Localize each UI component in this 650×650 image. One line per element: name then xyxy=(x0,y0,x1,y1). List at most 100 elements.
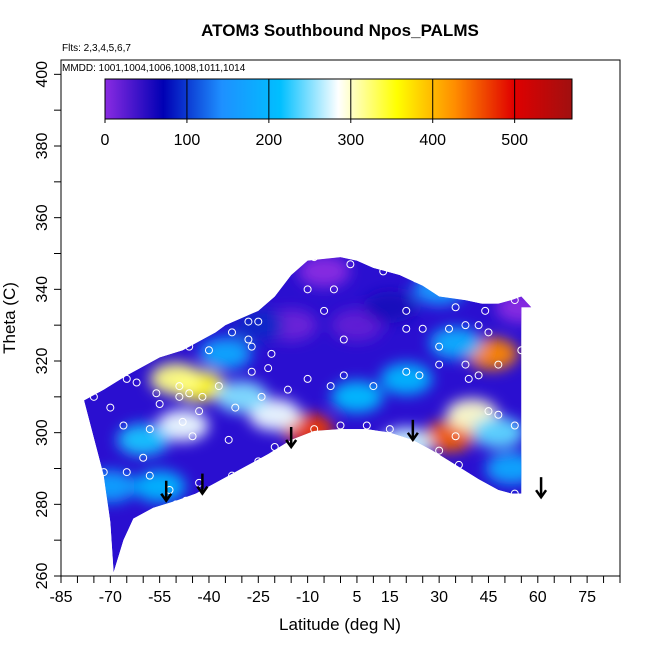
observation-point xyxy=(435,342,444,351)
observation-point xyxy=(418,324,427,333)
observation-point xyxy=(270,443,279,451)
observation-point xyxy=(369,382,378,391)
y-tick-label: 360 xyxy=(34,204,51,231)
observation-point xyxy=(346,260,355,269)
observation-point xyxy=(320,306,329,315)
colorbar-ticks: 0 100 200 300 400 500 xyxy=(101,79,528,149)
observation-point xyxy=(517,346,526,355)
x-tick-label: 60 xyxy=(529,589,547,606)
x-tick-label: -10 xyxy=(296,589,319,606)
observation-point xyxy=(172,335,181,344)
observation-point xyxy=(484,328,493,337)
flight-arrow xyxy=(160,480,173,503)
data-field xyxy=(84,257,532,573)
observation-point xyxy=(122,374,131,383)
observation-point xyxy=(362,421,371,430)
observation-point xyxy=(264,364,273,373)
field-cell xyxy=(133,470,186,503)
x-axis: -85 -70 -55 -40 -25 -10 5 15 30 45 60 75 xyxy=(49,576,621,606)
field-cell xyxy=(485,452,532,485)
observation-point xyxy=(494,410,503,419)
flight-arrows xyxy=(160,419,548,503)
observation-point xyxy=(270,253,279,262)
observation-point xyxy=(326,382,335,391)
observation-point xyxy=(451,432,460,441)
field-cell xyxy=(413,273,466,306)
observation-point xyxy=(339,335,348,344)
x-axis-label: Latitude (deg N) xyxy=(279,615,401,634)
colorbar-tick-label: 500 xyxy=(501,132,528,149)
observation-point xyxy=(106,403,115,412)
flight-arrow xyxy=(406,419,419,442)
observation-point xyxy=(441,288,450,297)
observation-point xyxy=(523,425,532,434)
observation-point xyxy=(385,425,394,434)
observation-point xyxy=(244,335,253,344)
observation-point xyxy=(99,468,108,477)
y-tick-label: 400 xyxy=(34,61,51,88)
observation-point xyxy=(481,306,490,315)
observation-point xyxy=(247,342,256,351)
observation-point xyxy=(379,267,388,276)
field-cell xyxy=(495,291,532,324)
observation-point xyxy=(214,382,223,391)
observation-point xyxy=(402,367,411,376)
observation-point xyxy=(204,317,213,326)
observation-point xyxy=(303,285,312,294)
y-tick-label: 340 xyxy=(34,276,51,303)
colorbar-tick-label: 100 xyxy=(174,132,201,149)
x-tick-label: 45 xyxy=(480,589,498,606)
observation-point xyxy=(474,371,483,380)
observation-point xyxy=(283,385,292,394)
observation-point xyxy=(264,281,273,290)
observation-point xyxy=(132,378,141,387)
observation-point xyxy=(445,324,454,333)
colorbar-gradient xyxy=(104,78,573,120)
field-cell xyxy=(380,362,433,395)
observation-point xyxy=(494,360,503,369)
observation-point xyxy=(435,360,444,369)
observation-point xyxy=(247,367,256,376)
y-axis-label: Theta (C) xyxy=(0,282,19,354)
y-tick-label: 280 xyxy=(34,491,51,518)
observation-point xyxy=(474,321,483,330)
observation-point xyxy=(185,342,194,351)
observation-point xyxy=(310,253,319,262)
x-tick-label: 5 xyxy=(352,589,361,606)
x-tick-label: 15 xyxy=(381,589,399,606)
y-tick-label: 320 xyxy=(34,348,51,375)
observation-points xyxy=(70,253,532,520)
colorbar: 0 100 200 300 400 500 xyxy=(101,78,573,149)
colorbar-tick-label: 200 xyxy=(256,132,283,149)
colorbar-tick-label: 400 xyxy=(419,132,446,149)
colorbar-tick-label: 300 xyxy=(337,132,364,149)
observation-point xyxy=(227,471,236,480)
observation-point xyxy=(204,346,213,355)
observation-point xyxy=(336,421,345,430)
observation-point xyxy=(231,403,240,412)
observation-point xyxy=(510,421,519,430)
flights-note: Flts: 2,3,4,5,6,7 xyxy=(62,43,131,54)
observation-point xyxy=(172,500,181,509)
observation-point xyxy=(464,374,473,383)
observation-point xyxy=(484,407,493,416)
field-cell xyxy=(363,291,416,324)
observation-point xyxy=(181,496,190,505)
observation-point xyxy=(198,392,207,401)
observation-point xyxy=(152,389,161,398)
observation-point xyxy=(185,389,194,398)
observation-point xyxy=(139,453,148,462)
observation-point xyxy=(267,349,276,358)
field-cell xyxy=(298,257,351,288)
observation-point xyxy=(175,392,184,401)
observation-point xyxy=(188,432,197,441)
observation-point xyxy=(175,382,184,391)
dates-note: MMDD: 1001,1004,1006,1008,1011,1014 xyxy=(62,63,246,74)
observation-point xyxy=(254,457,263,466)
observation-point xyxy=(119,421,128,430)
observation-point xyxy=(303,374,312,383)
x-tick-label: -40 xyxy=(197,589,220,606)
observation-point xyxy=(145,511,154,520)
field-cell xyxy=(429,327,482,360)
